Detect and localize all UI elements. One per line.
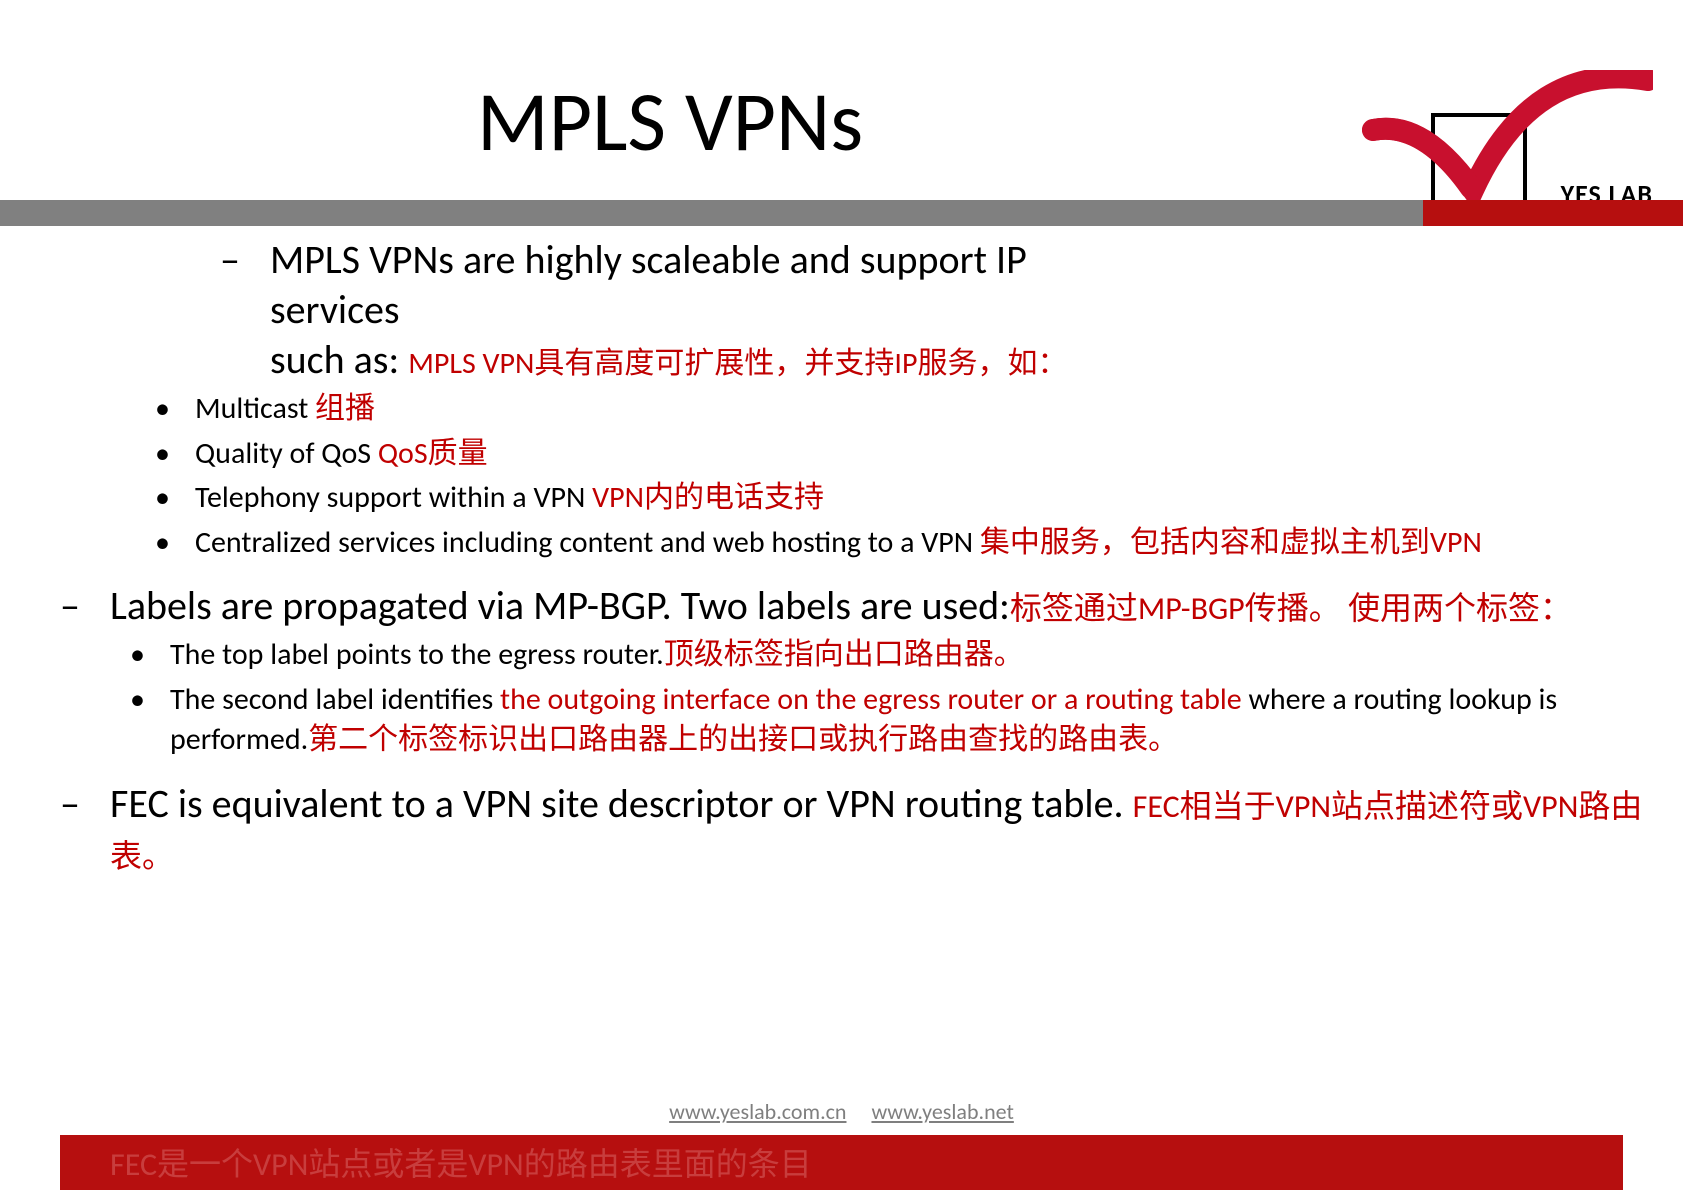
bullet-dot: • — [130, 680, 170, 761]
bottom-faded-text: FEC是一个VPN站点或者是VPN的路由表里面的条目 — [110, 1139, 812, 1185]
bullet-dot: • — [155, 523, 195, 564]
bullet-dot: • — [155, 389, 195, 430]
intro-line2: services — [270, 285, 400, 334]
service-zh: 集中服务，包括内容和虚拟主机到VPN — [980, 524, 1482, 561]
bullet-dot: • — [130, 635, 170, 676]
service-item: • Multicast 组播 — [155, 389, 1643, 430]
bullet-dot: • — [155, 434, 195, 475]
labels-sub1-zh: 顶级标签指向出口路由器。 — [664, 636, 1024, 673]
labels-sub2-en1: The second label identifies — [170, 681, 500, 718]
labels-sub2-mid: the outgoing interface on the egress rou… — [500, 681, 1248, 718]
yeslab-logo: YES LAB — [1353, 70, 1653, 220]
footer-link-2[interactable]: www.yeslab.net — [871, 1098, 1013, 1125]
service-en: Centralized services including content a… — [195, 524, 980, 561]
dash-bullet: – — [60, 779, 110, 879]
service-zh: VPN内的电话支持 — [592, 479, 824, 516]
slide-title: MPLS VPNs — [0, 70, 1340, 173]
dash-bullet: – — [220, 235, 270, 385]
intro-line3-zh: MPLS VPN具有高度可扩展性，并支持IP服务，如： — [408, 345, 1067, 382]
intro-item: – MPLS VPNs are highly scaleable and sup… — [220, 235, 1643, 385]
divider-bar-red — [1423, 200, 1683, 226]
footer-links: www.yeslab.com.cn www.yeslab.net — [0, 1098, 1683, 1125]
service-item: • Quality of QoS QoS质量 — [155, 434, 1643, 475]
dash-bullet: – — [60, 581, 110, 631]
labels-sub-item: • The second label identifies the outgoi… — [130, 680, 1643, 761]
bullet-dot: • — [155, 478, 195, 519]
content-area: – MPLS VPNs are highly scaleable and sup… — [60, 235, 1643, 883]
intro-line3-prefix: such as: — [270, 335, 408, 384]
intro-line1: MPLS VPNs are highly scaleable and suppo… — [270, 235, 1027, 284]
footer-link-1[interactable]: www.yeslab.com.cn — [669, 1098, 846, 1125]
divider-bar-gray — [0, 200, 1423, 226]
fec-item: – FEC is equivalent to a VPN site descri… — [60, 779, 1643, 879]
labels-main-zh: 标签通过MP-BGP传播。 使用两个标签： — [1010, 589, 1572, 628]
labels-sub2-zh: 第二个标签标识出口路由器上的出接口或执行路由查找的路由表。 — [308, 721, 1178, 758]
service-en: Quality of QoS — [195, 435, 378, 472]
service-en: Telephony support within a VPN — [195, 479, 592, 516]
service-item: • Telephony support within a VPN VPN内的电话… — [155, 478, 1643, 519]
service-en: Multicast — [195, 390, 315, 427]
fec-en: FEC is equivalent to a VPN site descript… — [110, 779, 1133, 828]
service-zh: 组播 — [315, 390, 375, 427]
labels-main-en: Labels are propagated via MP-BGP. Two la… — [110, 581, 1010, 630]
labels-sub-item: • The top label points to the egress rou… — [130, 635, 1643, 676]
service-zh: QoS质量 — [378, 435, 488, 472]
labels-item: – Labels are propagated via MP-BGP. Two … — [60, 581, 1643, 631]
labels-sub1-en: The top label points to the egress route… — [170, 636, 664, 673]
service-item: • Centralized services including content… — [155, 523, 1643, 564]
